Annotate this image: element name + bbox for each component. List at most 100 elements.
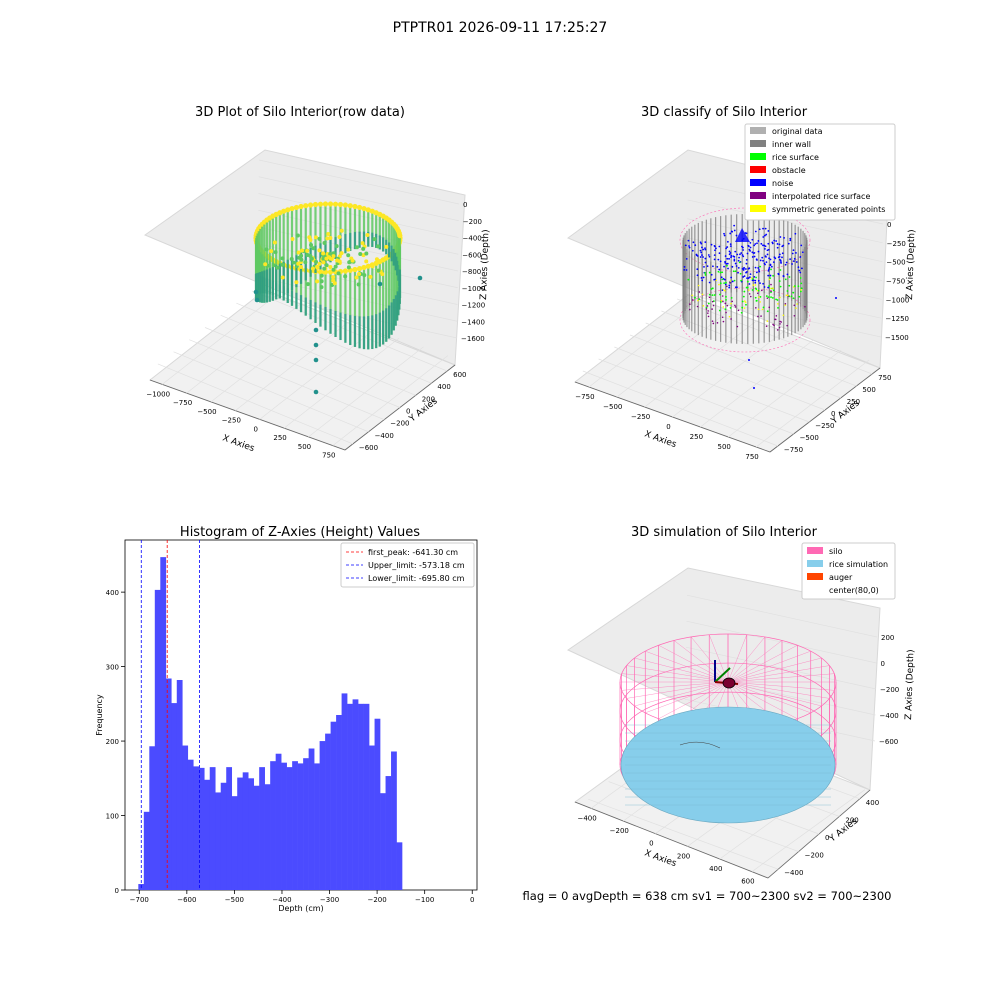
data-point: [297, 250, 301, 254]
noise-point: [767, 287, 769, 289]
rice-surface-point: [743, 291, 745, 293]
symmetric-point: [724, 290, 726, 292]
noise-point: [739, 253, 741, 255]
rice-surface-point: [726, 265, 728, 267]
interpolated-point: [749, 293, 751, 295]
noise-point: [775, 240, 777, 242]
noise-point: [684, 266, 686, 268]
noise-point: [760, 243, 762, 245]
rice-surface-point: [740, 273, 742, 275]
data-point: [305, 249, 309, 253]
interpolated-point: [726, 286, 728, 288]
noise-point: [714, 254, 716, 256]
noise-point: [782, 245, 784, 247]
noise-point: [738, 267, 740, 269]
symmetric-point: [744, 300, 746, 302]
interpolated-point: [750, 296, 752, 298]
noise-point: [730, 255, 732, 257]
rice-surface-point: [788, 285, 790, 287]
symmetric-point: [793, 286, 795, 288]
x-tick-label: 400: [709, 865, 722, 873]
noise-point: [746, 263, 748, 265]
interpolated-point: [737, 326, 739, 328]
data-point: [322, 267, 326, 271]
x-tick-label: 750: [745, 453, 758, 461]
rice-surface-point: [725, 308, 727, 310]
panel2-xlabel: X Axies: [643, 429, 678, 450]
noise-point: [701, 277, 703, 279]
noise-point: [753, 252, 755, 254]
histogram-bar: [281, 763, 287, 890]
noise-point: [683, 269, 685, 271]
noise-point: [721, 276, 723, 278]
noise-point: [835, 297, 837, 299]
rice-surface-point: [792, 292, 794, 294]
data-point: [314, 328, 319, 333]
x-tick-label: −600: [177, 896, 196, 904]
noise-point: [794, 258, 796, 260]
noise-point: [724, 235, 726, 237]
rice-surface-point: [797, 285, 799, 287]
data-point: [331, 279, 335, 283]
rice-surface-point: [741, 312, 743, 314]
noise-point: [756, 242, 758, 244]
rice-surface-point: [739, 261, 741, 263]
data-point: [343, 202, 348, 207]
z-tick-label: −600: [879, 738, 898, 746]
noise-point: [726, 263, 728, 265]
data-point: [294, 280, 298, 284]
noise-point: [786, 262, 788, 264]
noise-point: [708, 254, 710, 256]
figure-suptitle: PTPTR01 2026-09-11 17:25:27: [393, 20, 608, 36]
data-point: [368, 275, 372, 279]
data-point: [320, 279, 324, 283]
x-tick-label: −1000: [146, 390, 170, 398]
y-tick-label: −200: [805, 852, 824, 860]
legend-swatch: [750, 205, 766, 212]
noise-point: [703, 277, 705, 279]
data-point: [274, 250, 278, 254]
rice-surface-point: [725, 282, 727, 284]
rice-surface-point: [719, 294, 721, 296]
data-point: [361, 241, 365, 245]
histogram-bar: [287, 767, 293, 890]
interpolated-point: [793, 304, 795, 306]
x-tick-label: 200: [677, 852, 690, 860]
data-point: [358, 252, 362, 256]
noise-point: [700, 241, 702, 243]
noise-point: [762, 228, 764, 230]
panel4-legend: silorice simulationaugercenter(80,0): [802, 543, 895, 599]
histogram-bar: [243, 772, 249, 890]
noise-point: [780, 236, 782, 238]
noise-point: [709, 256, 711, 258]
legend-label: silo: [829, 547, 843, 556]
interpolated-point: [712, 320, 714, 322]
interpolated-point: [711, 308, 713, 310]
data-point: [355, 275, 359, 279]
histogram-bar: [386, 776, 392, 890]
rice-surface-point: [760, 296, 762, 298]
histogram-bar: [254, 786, 260, 890]
interpolated-point: [707, 305, 709, 307]
panel1-zlabel: Z Axies (Depth): [479, 229, 491, 300]
noise-point: [718, 269, 720, 271]
rice-surface-point: [791, 295, 793, 297]
rice-surface-point: [720, 272, 722, 274]
noise-point: [688, 245, 690, 247]
noise-point: [709, 282, 711, 284]
data-point: [320, 285, 324, 289]
data-point: [328, 201, 333, 206]
x-tick-label: 0: [666, 423, 670, 431]
legend-swatch: [750, 140, 766, 147]
symmetric-point: [697, 300, 699, 302]
noise-point: [736, 286, 738, 288]
noise-point: [714, 246, 716, 248]
histogram-bar: [177, 680, 183, 890]
z-tick-label: 0: [887, 221, 891, 229]
interpolated-point: [706, 308, 708, 310]
noise-point: [729, 233, 731, 235]
noise-point: [746, 259, 748, 261]
histogram-bar: [320, 741, 326, 890]
noise-point: [778, 273, 780, 275]
noise-point: [780, 262, 782, 264]
